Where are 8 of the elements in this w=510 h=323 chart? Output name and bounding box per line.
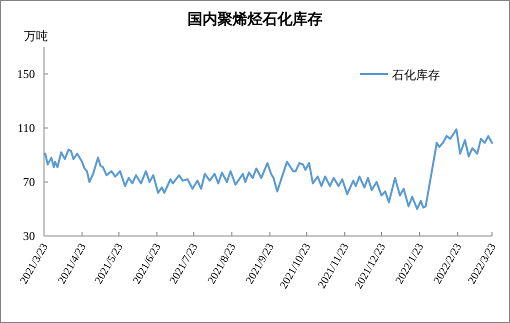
y-tick-label: 30 (23, 229, 35, 243)
y-tick-label: 150 (17, 67, 35, 81)
chart-title: 国内聚烯烃石化库存 (188, 10, 322, 28)
legend-label: 石化库存 (392, 68, 440, 82)
line-series (44, 128, 493, 210)
y-axis-title: 万吨 (24, 29, 48, 43)
y-tick-label: 110 (17, 121, 35, 135)
y-tick-label: 70 (23, 175, 35, 189)
